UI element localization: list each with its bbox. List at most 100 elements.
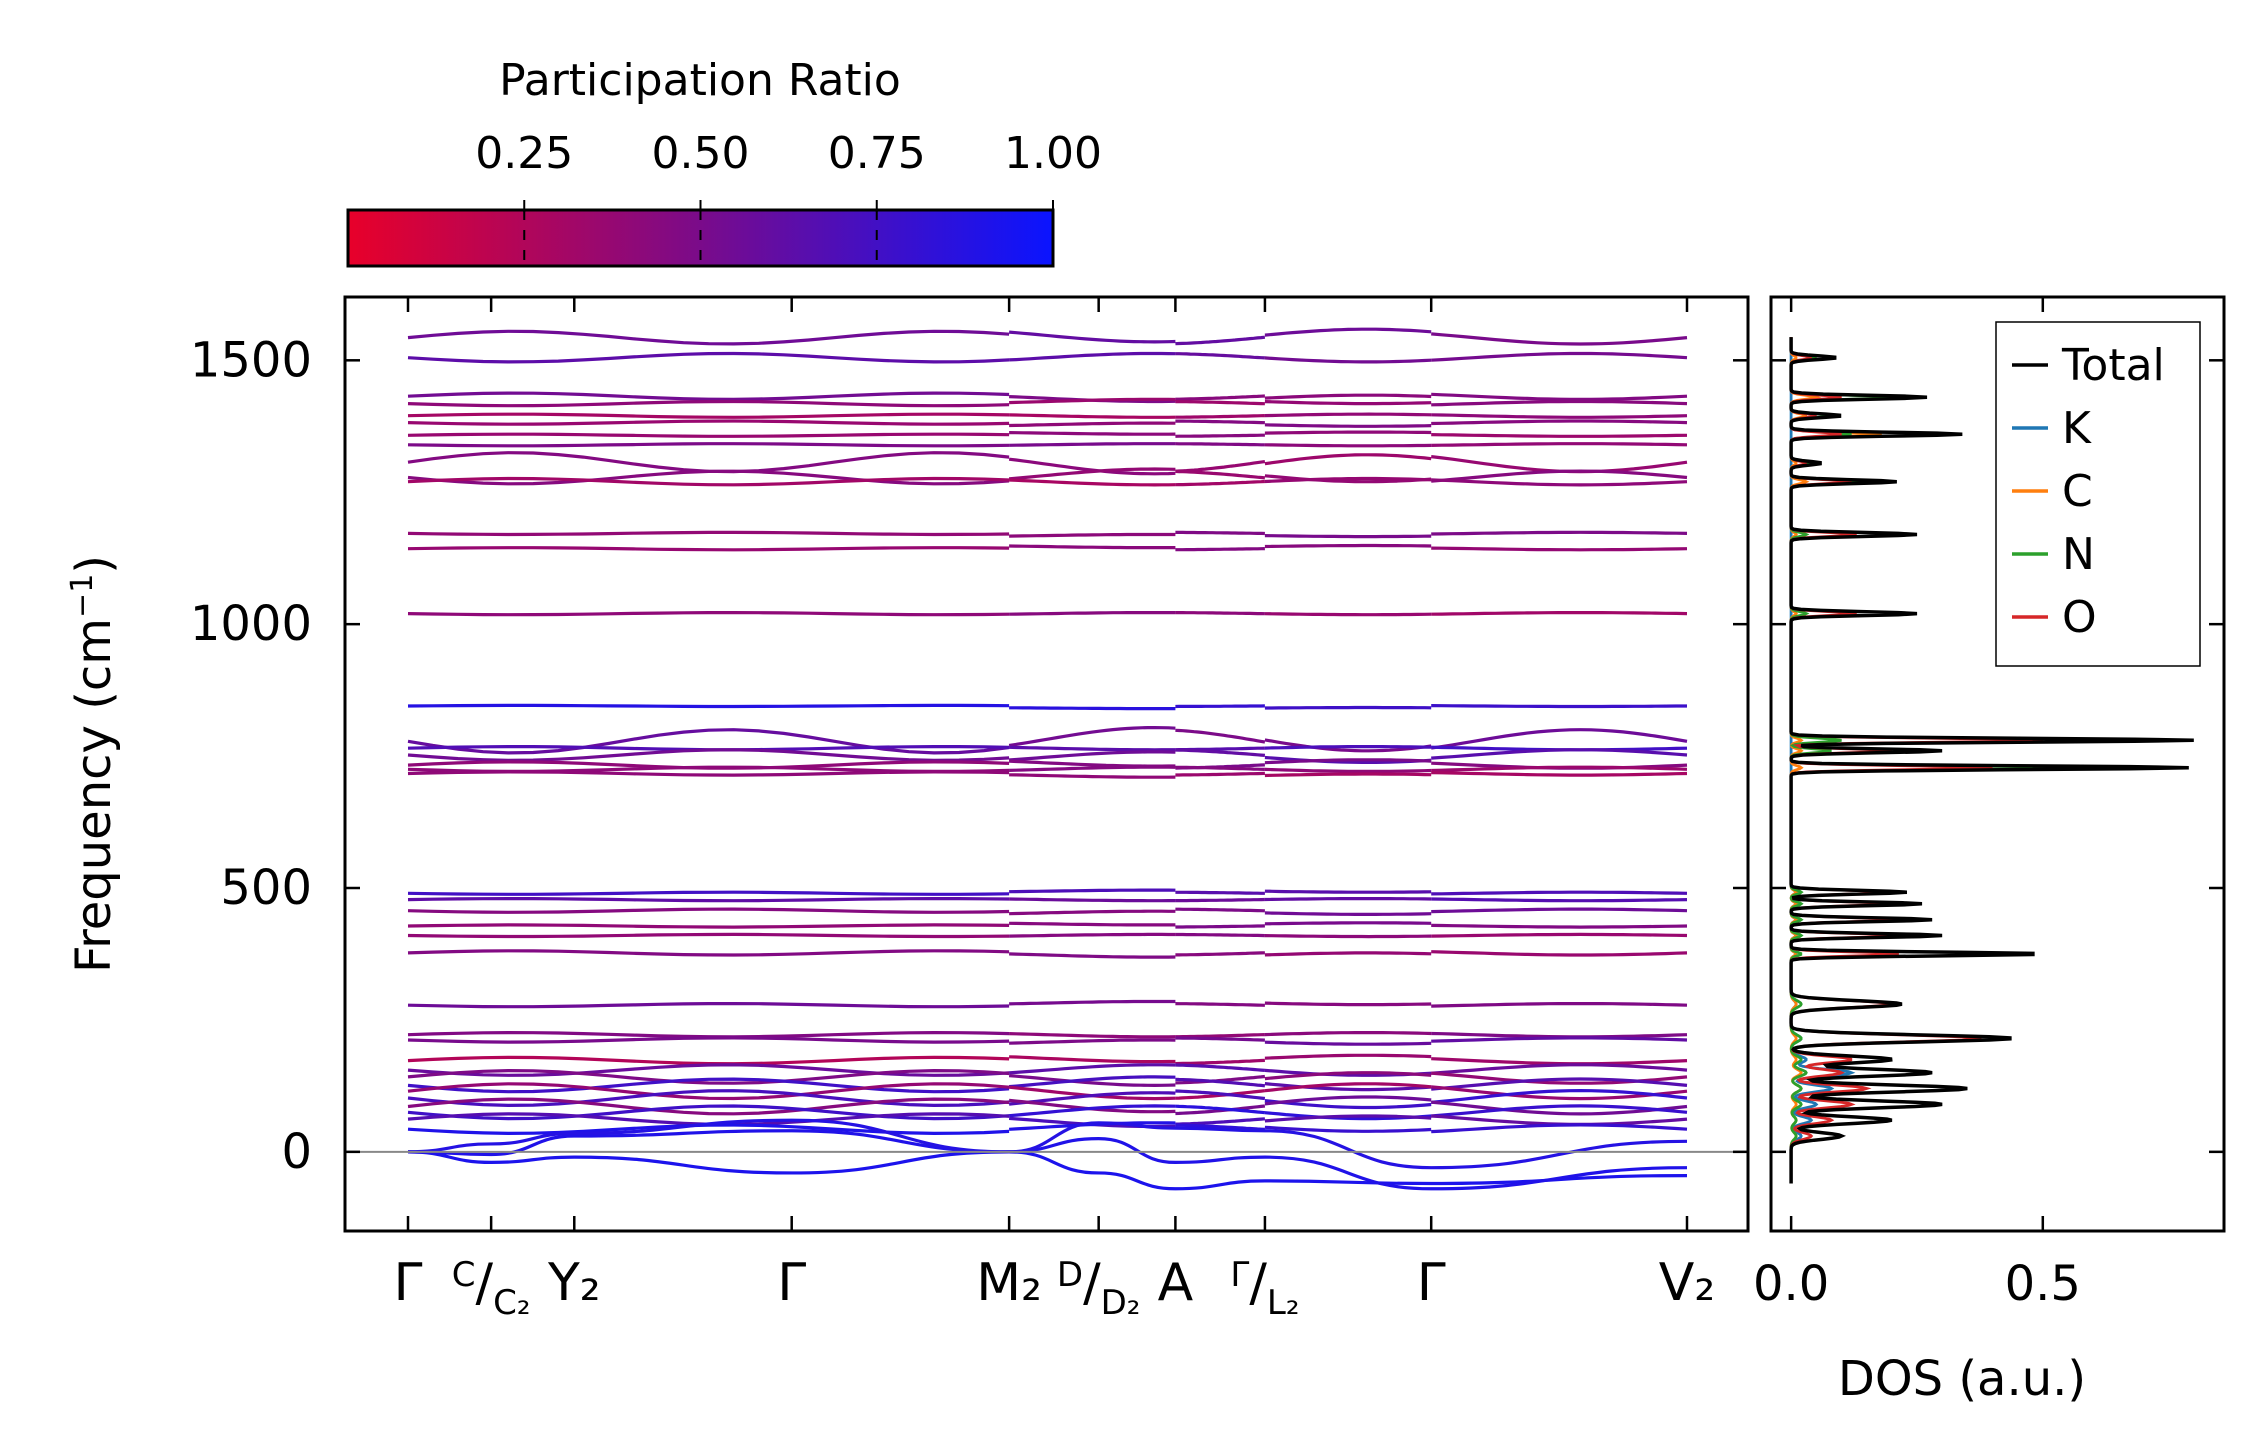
colorbar-tick-label: 0.75: [828, 128, 926, 179]
phonon-band-line: [1264, 534, 1432, 539]
x-axis-label: DOS (a.u.): [1838, 1351, 2086, 1407]
phonon-band-line: [1264, 430, 1432, 435]
k-point-split-label: C/C₂: [452, 1253, 531, 1323]
phonon-band-line: [1431, 546, 1688, 552]
phonon-band-line: [1175, 611, 1265, 616]
dos-x-tick-label: 0.0: [1753, 1256, 1829, 1312]
acoustic-band-line: [407, 1118, 1688, 1170]
phonon-band-line: [407, 419, 1010, 426]
phonon-band-line: [407, 1036, 1010, 1044]
phonon-band-line: [1175, 1077, 1266, 1088]
phonon-band-line: [1009, 706, 1176, 711]
phonon-band-line: [1431, 1031, 1688, 1039]
phonon-band-line: [1264, 1053, 1432, 1060]
phonon-band-line: [1264, 1125, 1432, 1133]
phonon-band-line: [1264, 889, 1432, 894]
phonon-band-line: [1431, 1114, 1688, 1127]
phonon-band-line: [1009, 773, 1176, 779]
phonon-band-line: [1009, 611, 1176, 616]
acoustic-band-line: [407, 1150, 1688, 1191]
phonon-band-line: [1009, 765, 1176, 772]
phonon-band-line: [1431, 332, 1688, 346]
legend-label: O: [2062, 592, 2097, 643]
phonon-band-line: [1431, 923, 1688, 929]
phonon-band-line: [1175, 547, 1265, 552]
phonon-band-line: [1431, 1123, 1688, 1134]
phonon-band-line: [407, 1082, 1010, 1101]
k-point-label: Γ: [394, 1253, 423, 1313]
phonon-band-line: [407, 451, 1010, 474]
phonon-band-line: [1264, 1082, 1432, 1092]
phonon-bands: [407, 327, 1688, 1191]
phonon-band-line: [1264, 767, 1432, 773]
phonon-band-line: [1264, 1001, 1432, 1007]
phonon-band-line: [407, 1030, 1010, 1039]
phonon-band-line: [1264, 1071, 1432, 1081]
phonon-band-line: [1009, 1032, 1176, 1039]
phonon-band-line: [1264, 453, 1432, 466]
phonon-band-line: [407, 530, 1010, 537]
phonon-band-line: [1431, 765, 1688, 773]
phonon-band-line: [1175, 1058, 1265, 1066]
phonon-band-line: [1009, 532, 1176, 538]
phonon-band-line: [1008, 726, 1176, 747]
legend-box: [1995, 321, 2201, 667]
acoustic-band-line: [407, 1129, 1688, 1191]
phonon-band-line: [407, 611, 1010, 617]
k-point-label: V₂: [1659, 1253, 1715, 1313]
phonon-band-line: [1009, 909, 1176, 916]
phonon-band-line: [1009, 421, 1176, 428]
phonon-band-line: [1009, 478, 1176, 487]
phonon-band-line: [1175, 765, 1265, 771]
phonon-band-line: [407, 1097, 1010, 1116]
phonon-band-line: [1431, 704, 1687, 709]
phonon-band-line: [1175, 1104, 1266, 1115]
colorbar-ticks: 0.25 0.50 0.75 1.00: [475, 128, 1102, 266]
phonon-band-line: [1009, 544, 1176, 550]
phonon-band-line: [407, 1089, 1010, 1108]
phonon-band-line: [407, 391, 1010, 402]
y-tick-label: 0: [281, 1124, 312, 1180]
phonon-band-line: [1431, 419, 1688, 426]
phonon-band-line: [1264, 400, 1432, 406]
legend-label: N: [2062, 529, 2095, 580]
phonon-band-line: [1431, 442, 1688, 447]
phonon-band-line: [407, 399, 1010, 408]
phonon-band-line: [1009, 442, 1176, 447]
phonon-band-line: [1264, 897, 1432, 902]
phonon-band-line: [1431, 392, 1688, 402]
phonon-band-line: [1431, 932, 1688, 938]
phonon-band-line: [1175, 460, 1266, 473]
phonon-band-line: [1009, 745, 1176, 752]
phonon-band-line: [1264, 911, 1432, 916]
phonon-band-line: [407, 1077, 1010, 1094]
phonon-band-line: [1175, 924, 1265, 929]
phonon-band-line: [1008, 1063, 1176, 1075]
phonon-band-line: [1264, 543, 1432, 549]
k-point-label: M₂: [976, 1253, 1042, 1313]
phonon-band-line: [1175, 1033, 1265, 1039]
phonon-band-line: [1264, 443, 1432, 448]
phonon-band-line: [407, 907, 1010, 914]
phonon-band-line: [1175, 442, 1265, 447]
legend-label: Total: [2061, 340, 2165, 391]
legend-label: C: [2062, 466, 2093, 517]
phonon-band-line: [1431, 611, 1688, 616]
phonon-band-line: [1431, 530, 1688, 536]
phonon-band-line: [1175, 728, 1266, 744]
phonon-band-line: [407, 703, 1010, 709]
phonon-band-line: [1431, 1036, 1688, 1043]
phonon-band-line: [1009, 759, 1176, 768]
phonon-band-line: [1431, 351, 1688, 362]
dos-axes-frame: [1769, 295, 2226, 1233]
phonon-band-line: [1175, 1063, 1266, 1072]
y-tick-label: 1000: [190, 596, 312, 652]
phonon-band-line: [1175, 890, 1265, 895]
phonon-band-line: [1431, 433, 1688, 438]
phonon-band-line: [1008, 1075, 1176, 1089]
phonon-band-line: [407, 476, 1010, 487]
phonon-band-line: [1431, 1063, 1688, 1075]
phonon-band-line: [1431, 890, 1688, 896]
k-point-label: A: [1158, 1253, 1194, 1313]
